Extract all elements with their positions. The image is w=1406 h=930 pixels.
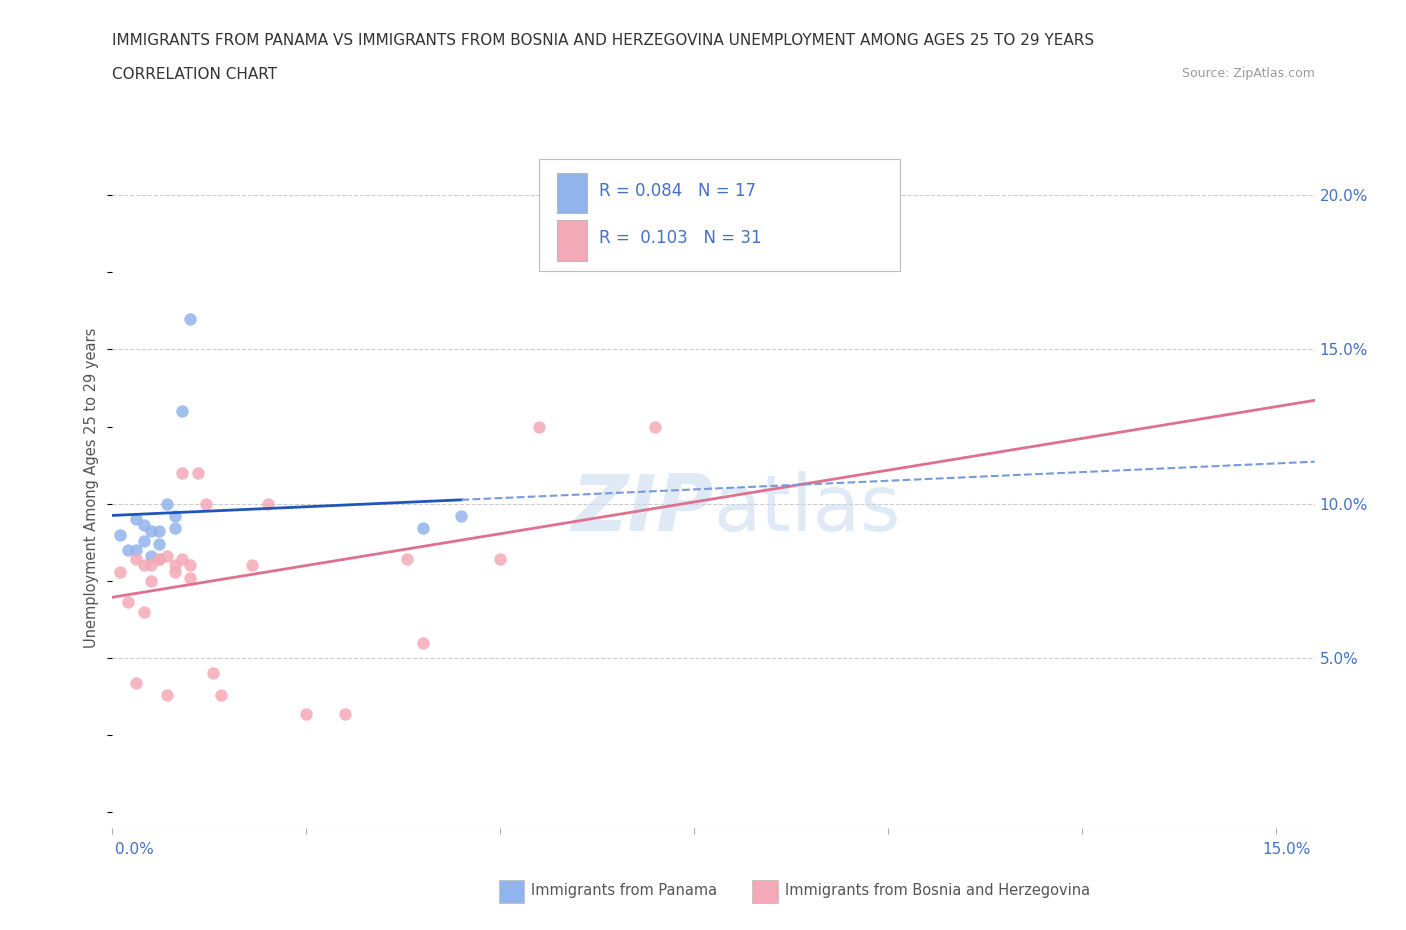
FancyBboxPatch shape: [540, 159, 900, 271]
Point: [396, 551, 419, 566]
Point: [209, 687, 232, 702]
Point: [256, 497, 278, 512]
Text: 0.0%: 0.0%: [115, 842, 155, 857]
Point: [187, 465, 209, 480]
Point: [117, 595, 139, 610]
Y-axis label: Unemployment Among Ages 25 to 29 years: Unemployment Among Ages 25 to 29 years: [84, 328, 100, 648]
Point: [527, 419, 550, 434]
Point: [202, 666, 225, 681]
Point: [132, 604, 155, 619]
Text: R =  0.103   N = 31: R = 0.103 N = 31: [599, 230, 762, 247]
Bar: [557, 173, 588, 213]
Point: [412, 521, 434, 536]
Point: [156, 549, 179, 564]
Point: [163, 558, 186, 573]
Point: [148, 551, 170, 566]
Point: [450, 509, 472, 524]
Text: Immigrants from Panama: Immigrants from Panama: [531, 884, 717, 898]
Point: [172, 404, 194, 418]
Point: [240, 558, 263, 573]
Point: [132, 533, 155, 548]
Text: CORRELATION CHART: CORRELATION CHART: [112, 67, 277, 82]
Point: [156, 687, 179, 702]
Text: R = 0.084   N = 17: R = 0.084 N = 17: [599, 182, 756, 200]
Text: IMMIGRANTS FROM PANAMA VS IMMIGRANTS FROM BOSNIA AND HERZEGOVINA UNEMPLOYMENT AM: IMMIGRANTS FROM PANAMA VS IMMIGRANTS FRO…: [112, 33, 1095, 47]
Point: [110, 565, 132, 579]
Point: [148, 524, 170, 538]
Text: Source: ZipAtlas.com: Source: ZipAtlas.com: [1181, 67, 1315, 80]
Text: Immigrants from Bosnia and Herzegovina: Immigrants from Bosnia and Herzegovina: [785, 884, 1090, 898]
Point: [489, 551, 512, 566]
Point: [141, 524, 163, 538]
Point: [125, 675, 148, 690]
Point: [148, 537, 170, 551]
Point: [141, 549, 163, 564]
Point: [163, 521, 186, 536]
Point: [172, 465, 194, 480]
Point: [644, 419, 666, 434]
Point: [179, 311, 201, 326]
Point: [117, 542, 139, 557]
Point: [179, 570, 201, 585]
Bar: [557, 220, 588, 260]
Point: [163, 509, 186, 524]
Point: [412, 635, 434, 650]
Point: [132, 518, 155, 533]
Text: atlas: atlas: [713, 471, 901, 547]
Point: [156, 497, 179, 512]
Point: [333, 706, 356, 721]
Point: [295, 706, 318, 721]
Point: [141, 558, 163, 573]
Point: [110, 527, 132, 542]
Point: [172, 551, 194, 566]
Point: [194, 497, 217, 512]
Point: [132, 558, 155, 573]
Point: [125, 551, 148, 566]
Point: [148, 551, 170, 566]
Point: [163, 565, 186, 579]
Text: 15.0%: 15.0%: [1263, 842, 1310, 857]
Point: [125, 512, 148, 526]
Point: [141, 574, 163, 589]
Point: [125, 542, 148, 557]
Text: ZIP: ZIP: [571, 471, 713, 547]
Point: [179, 558, 201, 573]
